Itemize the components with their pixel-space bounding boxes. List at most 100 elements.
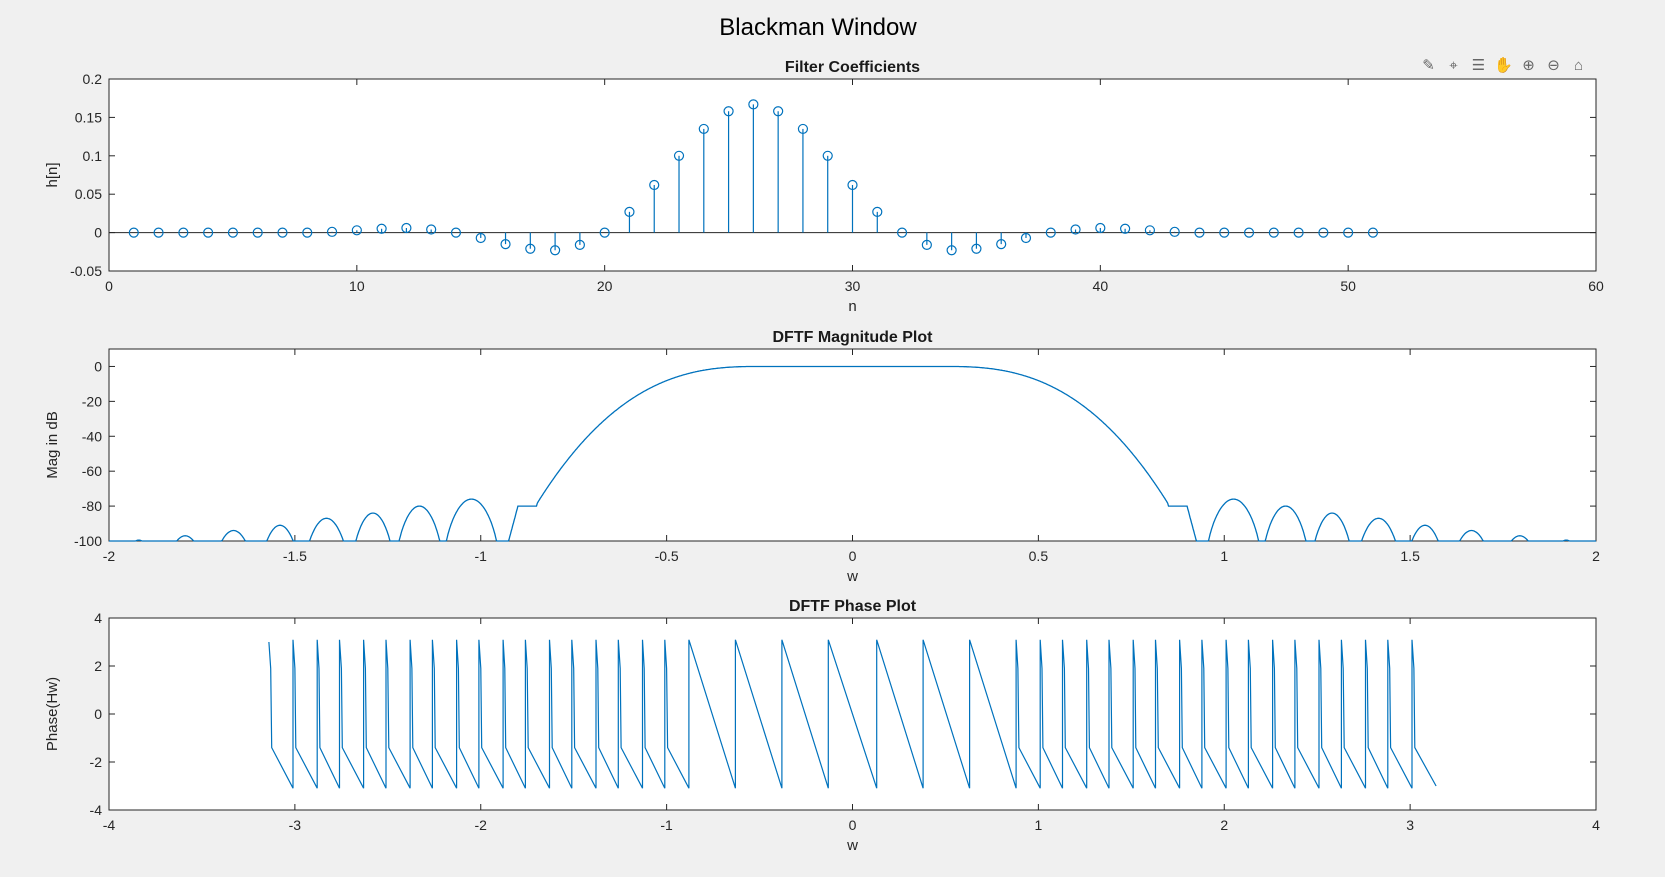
x-tick-label: 0 [849, 548, 857, 564]
stem-marker [698, 123, 709, 135]
stem-marker [1120, 223, 1131, 234]
x-axis-label: w [846, 837, 858, 854]
y-tick-label: -20 [82, 393, 102, 409]
x-tick-label: 50 [1340, 278, 1356, 294]
phase-line [268, 639, 1437, 789]
stem-marker [1144, 225, 1156, 236]
pan-hand-icon[interactable]: ✋ [1494, 57, 1513, 74]
brush-icon[interactable]: ✎ [1422, 57, 1435, 74]
stem-marker [1070, 224, 1081, 235]
stem-marker [153, 227, 164, 238]
stem-marker [996, 239, 1007, 250]
x-tick-label: 1 [1220, 548, 1228, 564]
stem-marker [326, 226, 338, 237]
x-tick-label: -3 [289, 817, 302, 833]
stem-marker [971, 243, 982, 254]
stem-marker [500, 239, 511, 250]
legend-icon[interactable]: ☰ [1471, 57, 1486, 74]
x-tick-label: -4 [103, 817, 116, 833]
home-icon[interactable]: ⌂ [1573, 56, 1584, 74]
axes-title: DFTF Phase Plot [789, 598, 917, 615]
zoom-out-icon[interactable]: ⊖ [1547, 57, 1560, 74]
plot-area [108, 78, 1597, 272]
stem-marker [723, 106, 734, 117]
y-tick-label: -2 [90, 754, 103, 770]
stem-marker [673, 150, 685, 161]
y-tick-label: -80 [82, 498, 102, 514]
x-tick-label: 1 [1034, 817, 1042, 833]
stem-marker [599, 227, 610, 238]
y-tick-label: 2 [94, 658, 102, 674]
stem-marker [1343, 227, 1354, 238]
stem-marker [624, 206, 635, 217]
stem-marker [1367, 227, 1379, 238]
magnitude-line [109, 365, 1596, 542]
x-axis-label: w [846, 568, 858, 585]
y-axis-label: Phase(Hw) [44, 677, 61, 751]
x-tick-label: 4 [1592, 817, 1600, 833]
stem-marker [1194, 227, 1205, 238]
x-tick-label: 0.5 [1029, 548, 1049, 564]
stem-marker [227, 227, 239, 238]
y-tick-label: -60 [82, 463, 102, 479]
plot-area [108, 348, 1597, 542]
stem-marker [277, 227, 288, 238]
stem-marker [574, 239, 585, 250]
stem-marker [649, 179, 660, 191]
stem-marker [549, 245, 561, 256]
y-tick-label: -4 [90, 802, 103, 818]
x-tick-label: 2 [1220, 817, 1228, 833]
x-axis-label: n [848, 298, 856, 315]
stem-marker [921, 239, 932, 250]
x-tick-label: 30 [845, 278, 861, 294]
x-tick-label: 0 [849, 817, 857, 833]
stem-marker [475, 232, 486, 244]
axes-toolbar: ✎ ⌖ ☰ ✋ ⊕ ⊖ ⌂ [1418, 54, 1589, 78]
stem-marker [872, 206, 883, 217]
y-tick-label: 4 [94, 610, 102, 626]
zoom-in-icon[interactable]: ⊕ [1522, 57, 1535, 74]
stem-marker [797, 123, 809, 135]
stem-marker [896, 227, 908, 238]
stem-marker [748, 99, 759, 110]
x-tick-label: 60 [1588, 278, 1604, 294]
stem-marker [376, 223, 387, 234]
x-tick-label: -1 [660, 817, 673, 833]
stem-marker [1268, 227, 1279, 238]
y-axis-label: h[n] [44, 162, 61, 187]
stem-marker [1095, 222, 1106, 234]
y-tick-label: -40 [82, 428, 102, 444]
stem-marker [426, 224, 437, 235]
stem-marker [1243, 227, 1255, 238]
stem-marker [1169, 226, 1180, 237]
y-tick-label: -0.05 [70, 263, 102, 279]
stem-marker [773, 106, 784, 117]
x-tick-label: 1.5 [1400, 548, 1420, 564]
stem-marker [1045, 227, 1056, 238]
y-axis-label: Mag in dB [44, 411, 61, 479]
stem-marker [401, 222, 412, 234]
stem-marker [847, 179, 858, 191]
stem-marker [822, 150, 833, 161]
data-cursor-icon[interactable]: ⌖ [1449, 56, 1458, 74]
stem-marker [450, 227, 462, 238]
stem-marker [1318, 227, 1329, 238]
stem-marker [252, 227, 263, 238]
x-tick-label: -1 [475, 548, 488, 564]
y-tick-label: 0.1 [83, 148, 103, 164]
y-tick-label: 0.15 [75, 109, 102, 125]
x-tick-label: 40 [1093, 278, 1109, 294]
stem-marker [946, 245, 957, 256]
y-tick-label: 0.2 [83, 71, 103, 87]
axes-title: Filter Coefficients [785, 59, 920, 76]
stem-marker [1020, 232, 1032, 244]
stem-marker [1219, 227, 1230, 238]
stem-marker [525, 243, 536, 254]
stem-marker [203, 227, 214, 238]
x-tick-label: 0 [105, 278, 113, 294]
x-tick-label: 3 [1406, 817, 1414, 833]
y-tick-label: 0.05 [75, 186, 102, 202]
y-tick-label: 0 [94, 225, 102, 241]
x-tick-label: -2 [475, 817, 488, 833]
